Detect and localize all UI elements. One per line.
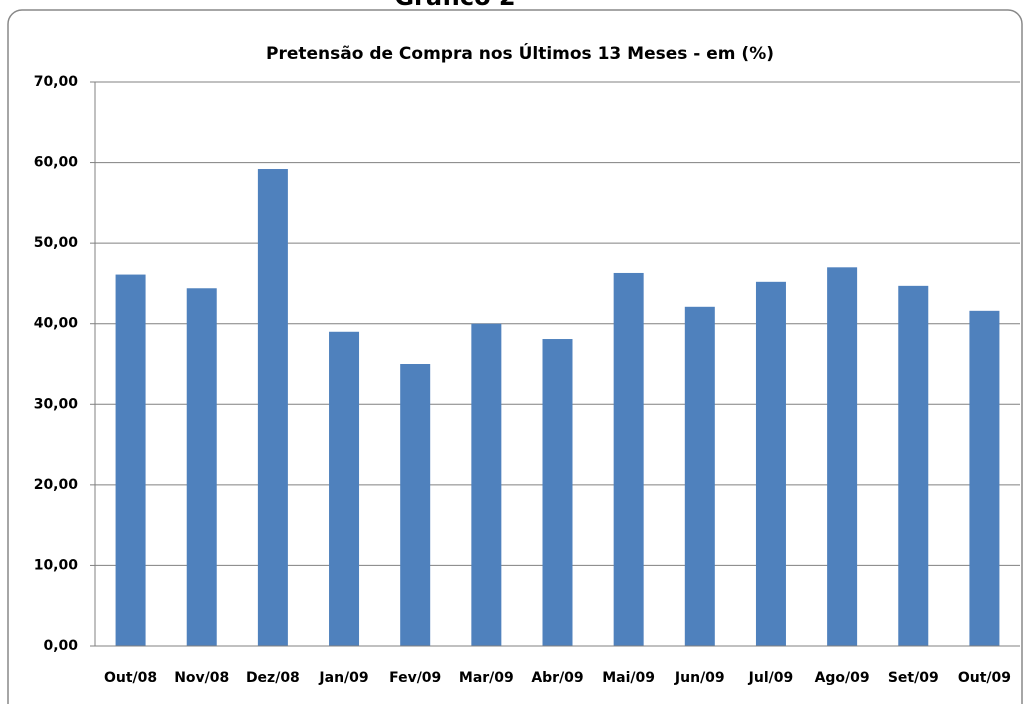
bar: [969, 310, 1000, 646]
y-tick-label: 40,00: [34, 316, 79, 332]
bar: [898, 285, 929, 646]
heading-backdrop: [360, 0, 560, 9]
bar: [329, 331, 360, 646]
bar: [542, 339, 573, 646]
chart-title: Pretensão de Compra nos Últimos 13 Meses…: [266, 42, 774, 64]
x-tick-label: Mai/09: [602, 670, 655, 686]
bar: [400, 364, 431, 646]
bar: [257, 169, 288, 646]
bar: [613, 272, 644, 646]
x-tick-label: Out/09: [958, 670, 1011, 686]
bar: [755, 281, 786, 646]
chart-heading: Gráfico 2: [394, 0, 515, 11]
y-tick-label: 60,00: [34, 155, 79, 171]
y-tick-label: 70,00: [34, 74, 79, 90]
x-tick-label: Set/09: [888, 670, 939, 686]
x-tick-label: Jun/09: [674, 670, 725, 686]
x-tick-label: Nov/08: [174, 670, 229, 686]
x-tick-label: Ago/09: [815, 670, 870, 686]
y-tick-label: 30,00: [34, 396, 79, 412]
bar: [684, 306, 715, 646]
x-tick-label: Abr/09: [531, 670, 583, 686]
x-tick-label: Dez/08: [246, 670, 300, 686]
bar: [471, 323, 502, 646]
y-tick-label: 10,00: [34, 557, 79, 573]
y-tick-label: 0,00: [43, 638, 78, 654]
bar: [186, 288, 217, 646]
y-tick-label: 50,00: [34, 235, 79, 251]
x-tick-label: Jan/09: [318, 670, 368, 686]
x-tick-label: Jul/09: [748, 670, 794, 686]
bar: [827, 267, 858, 646]
chart-frame: [7, 9, 1023, 704]
bar: [115, 274, 146, 646]
x-tick-label: Mar/09: [459, 670, 514, 686]
x-tick-label: Fev/09: [389, 670, 441, 686]
y-tick-label: 20,00: [34, 477, 79, 493]
x-tick-label: Out/08: [104, 670, 157, 686]
